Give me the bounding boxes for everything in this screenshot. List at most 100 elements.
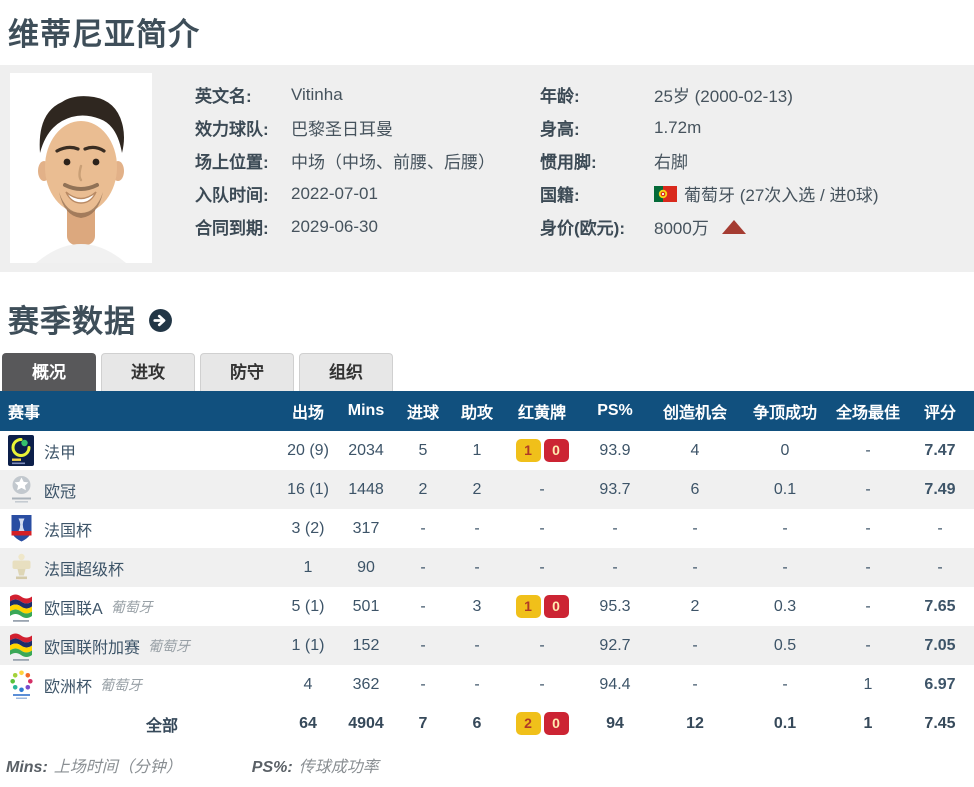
ligue1-logo [6,434,36,467]
profile-value-text: 2029-06-30 [291,216,378,236]
competition-name: 欧国联附加赛 [44,639,141,657]
table-row: 法甲 20 (9) 2034 5 1 1 0 93.9 4 0-7.47 [0,431,974,470]
profile-value: 8000万 [654,214,746,239]
table-row: 法国杯 3 (2) 317 - - - - - - - - [0,509,974,548]
cell-motm: 1 [863,675,873,693]
column-header: 创造机会 [650,391,740,431]
table-row: 欧洲杯 葡萄牙 4 362 - - - 94.4 - - 1 6.97 [0,665,974,704]
cell-chances: 2 [690,597,700,615]
cell-apps: 1 (1) [291,636,325,654]
cell-aerial: - [782,519,788,537]
cell-ps: 95.3 [599,597,631,615]
tab-overview[interactable]: 概况 [2,353,96,391]
cell-cards: - [539,558,545,576]
cell-assists: - [474,636,480,654]
cell-apps: 3 (2) [291,519,325,537]
profile-value-text: 1.72m [654,117,702,137]
cell-mins: 90 [357,558,375,576]
profile-value: 2029-06-30 [291,217,378,237]
stats-header-row: 赛事 出场 Mins 进球 助攻 红黄牌 PS% 创造机会 争顶成功 全场最佳 评分 [0,391,974,431]
tab-attack[interactable]: 进攻 [101,353,195,391]
yellow-card-badge: 2 [515,712,541,735]
cell-chances: 4 [690,441,700,459]
legend-term: PS%: [251,759,293,776]
profile-value: 1.72m [654,118,701,138]
tab-defense[interactable]: 防守 [200,353,294,391]
competition-name: 法甲 [44,444,77,462]
cell-mins: 152 [352,636,380,654]
cell-aerial: 0.1 [773,480,797,498]
profile-row: 身价(欧元): 8000万 [540,210,970,243]
national-team-name: 葡萄牙 [148,637,191,654]
cell-chances: 6 [690,480,700,498]
table-row: 欧国联A 葡萄牙 5 (1) 501 - 3 1 0 95.3 2 0.3 - 7.65 [0,587,974,626]
red-card-badge: 0 [543,439,569,462]
profile-col-left: 英文名: Vitinha 效力球队: 巴黎圣日耳曼 场上位置: 中场（中场、前腰、后腰） 入… [195,78,525,243]
cell-motm: - [865,441,871,459]
cell-chances: 12 [686,714,704,732]
column-header: 全场最佳 [830,391,906,431]
page-title: 维蒂尼亚简介 [8,17,200,52]
column-header: 出场 [280,391,336,431]
circle-arrow-right-icon[interactable] [148,308,173,333]
cell-aerial: 0.3 [773,597,797,615]
competition-name: 欧国联A [44,600,103,618]
cell-cards: - [539,675,545,693]
cell-ps: 93.7 [599,480,631,498]
profile-label: 年龄: [540,87,580,106]
cell-goals: 2 [418,480,428,498]
profile-label: 国籍: [540,186,580,205]
cell-total-label: 全部 [145,717,178,735]
profile-value-text: 巴黎圣日耳曼 [291,120,393,139]
profile-label: 合同到期: [195,219,269,238]
legend-item: PS%: 传球成功率 [252,753,379,777]
cell-motm: - [865,519,871,537]
coupe-de-france-logo [6,513,36,544]
champions-league-logo [6,474,36,505]
portugal-flag-icon [654,185,677,202]
cell-competition: 欧冠 [0,470,280,509]
tab-organization[interactable]: 组织 [299,353,393,391]
legend-item: Mins: 上场时间（分钟） [6,753,182,777]
cell-chances: - [692,636,698,654]
profile-value-text: 中场（中场、前腰、后腰） [291,153,495,172]
cell-competition: 法国超级杯 [0,548,280,587]
yellow-card-badge: 1 [515,595,541,618]
profile-value: 2022-07-01 [291,184,378,204]
cell-competition: 法甲 [0,431,280,470]
column-header: 评分 [906,391,974,431]
cell-mins: 4904 [348,714,384,732]
cell-apps: 64 [299,714,317,732]
profile-row: 年龄: 25岁 (2000-02-13) [540,78,970,111]
cell-aerial: - [782,558,788,576]
yellow-card-badge: 1 [515,439,541,462]
cell-cards: - [539,636,545,654]
profile-label: 场上位置: [195,153,269,172]
profile-value-text: Vitinha [291,84,343,104]
cell-aerial: - [782,675,788,693]
cell-ps: - [612,558,618,576]
cell-rating: 6.97 [924,675,956,693]
season-tabs: 概况 进攻 防守 组织 [0,353,974,391]
legend-desc: 上场时间（分钟） [53,759,182,776]
cell-mins: 362 [352,675,380,693]
cell-apps: 4 [303,675,313,693]
table-total-row: 全部 64 4904 7 6 2 0 94 12 0.1 1 7.45 [0,704,974,743]
cell-goals: - [420,597,426,615]
cell-mins: 2034 [348,441,384,459]
profile-value: 右脚 [654,148,688,173]
national-team-name: 葡萄牙 [100,676,143,693]
cell-assists: - [474,675,480,693]
profile-row: 英文名: Vitinha [195,78,525,111]
cell-mins: 317 [352,519,380,537]
cell-mins: 501 [352,597,380,615]
profile-label: 效力球队: [195,120,269,139]
cell-goals: - [420,636,426,654]
value-up-trend-icon [721,219,746,234]
profile-value-text: 25岁 (2000-02-13) [654,87,793,106]
legend-desc: 传球成功率 [298,759,379,776]
cell-cards: - [539,519,545,537]
cell-competition: 欧国联A 葡萄牙 [0,587,280,626]
